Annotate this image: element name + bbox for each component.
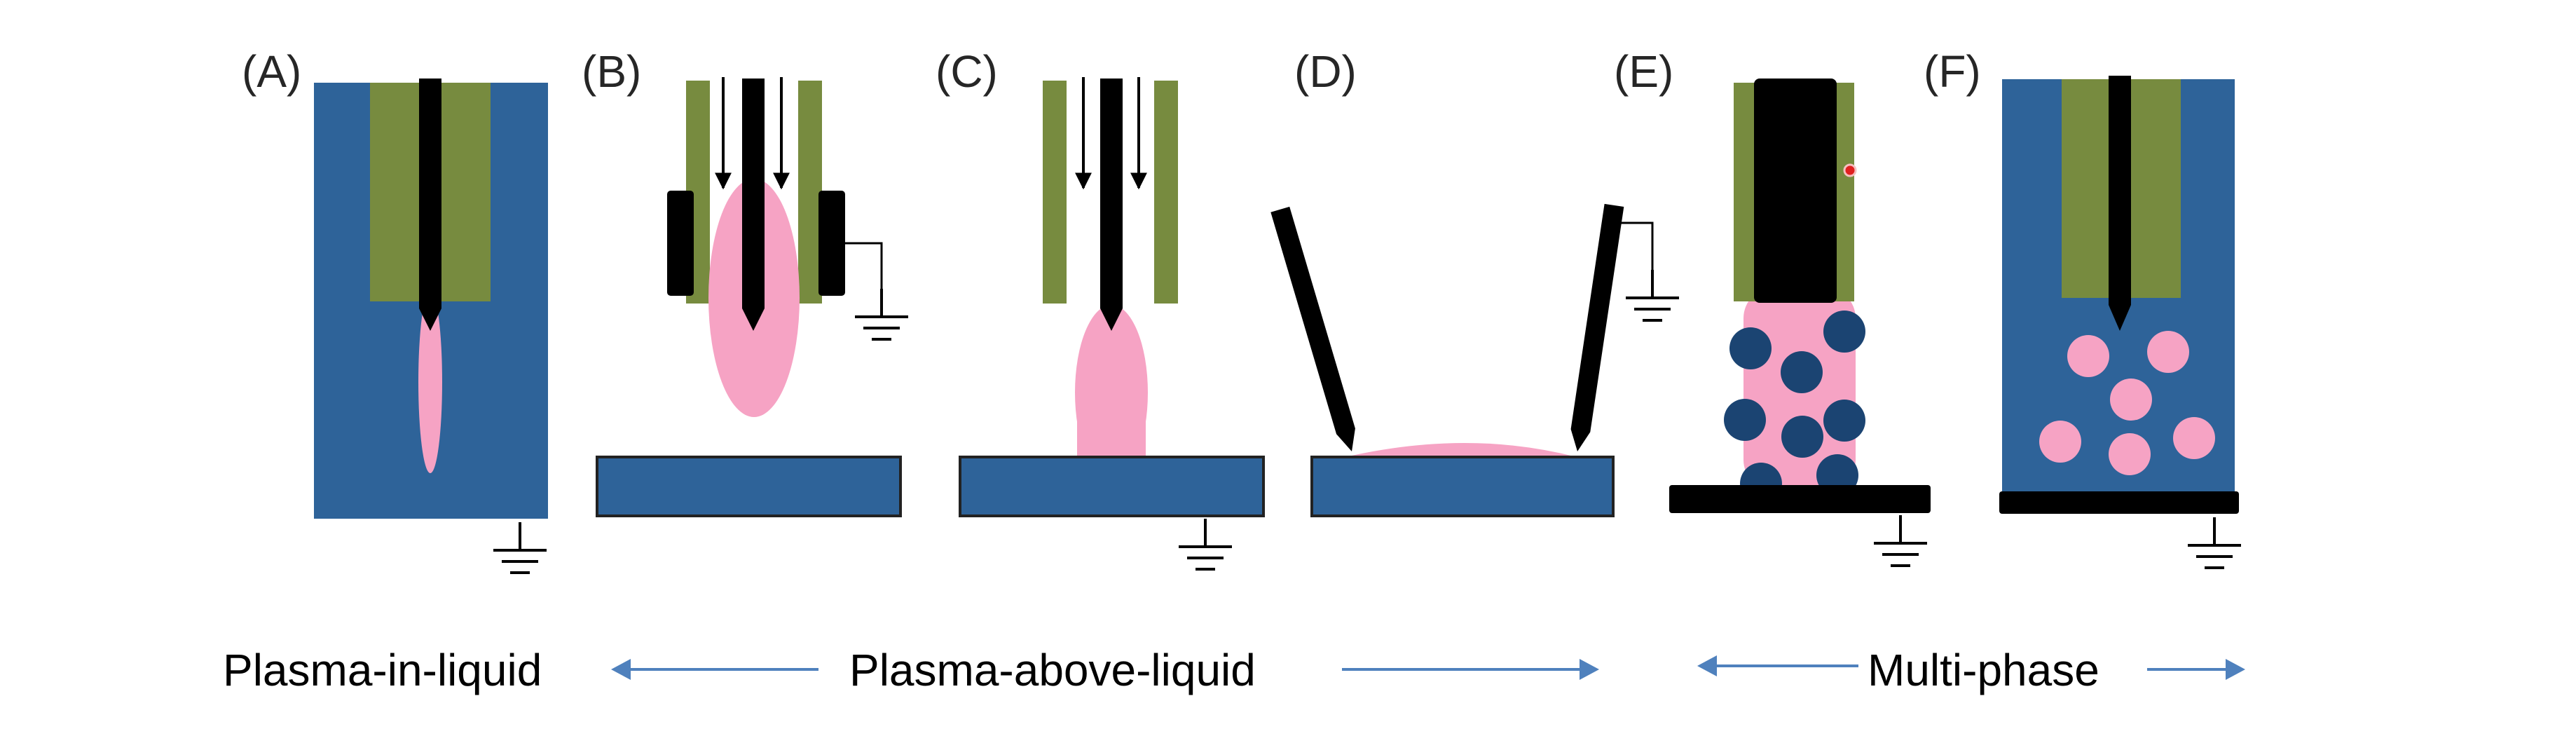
liquid-layer-c [959,456,1265,517]
panel-f: (F) [1924,46,2242,569]
panel-b: (B) [582,46,910,517]
arrow-left-head [1697,655,1717,676]
panel-d: (D) [1270,46,1680,517]
bubble-f [2110,379,2152,421]
ground-plate-e [1669,485,1931,513]
panel-a: (A) [242,46,548,574]
bubble-f [2173,417,2215,459]
plasma-filament-a [418,291,442,473]
ground-plate-f [1999,491,2239,514]
panel-label-d: (D) [1294,46,1357,97]
double-arrow-multi-phase: Multi-phase [1697,645,2245,695]
ground-symbol-icon [854,287,910,341]
dielectric-tube-left-c [1043,81,1067,304]
ground-wire-d [1620,221,1654,284]
category-label-plasma-above-liquid: Plasma-above-liquid [849,645,1256,695]
panel-label-b: (B) [582,46,641,97]
category-row: Plasma-in-liquid Plasma-above-liquid Mul… [223,645,2245,695]
ground-symbol-icon [1624,268,1680,322]
red-dot-marker [1843,163,1857,177]
bubble-f [2039,421,2081,463]
bubble-f [2147,331,2189,373]
panel-label-e: (E) [1614,46,1673,97]
ground-symbol-icon [2186,516,2242,569]
bubble-e [1781,351,1823,393]
needle-electrode-b [742,79,765,331]
panel-label-f: (F) [1924,46,1981,97]
ground-wire-b [845,242,883,315]
electrode-right-d [1570,203,1624,451]
dielectric-tube-right-b [798,81,822,304]
bubble-e [1781,416,1823,458]
plasma-plume-base-c [1077,393,1146,459]
bubble-e [1823,311,1865,353]
arrow-left-head [611,659,631,680]
arrow-right-head [2226,659,2245,680]
needle-electrode-a [419,79,441,331]
electrode-left-d [1270,206,1355,451]
ground-symbol-icon [492,521,548,574]
ground-symbol-icon [1872,514,1928,567]
panel-label-c: (C) [936,46,998,97]
ring-electrode-left-b [667,191,694,296]
electrode-e [1754,79,1837,303]
bubble-e [1729,327,1772,369]
category-label-plasma-in-liquid: Plasma-in-liquid [223,645,542,695]
bubble-f [2109,433,2151,475]
ground-symbol-icon [1177,517,1233,571]
needle-electrode-f [2109,76,2131,331]
ring-electrode-right-b [818,191,845,296]
needle-electrode-c [1100,79,1123,331]
panel-e: (E) [1614,46,1931,567]
arrow-right-head [1580,659,1599,680]
panel-label-a: (A) [242,46,301,97]
double-arrow-above-liquid: Plasma-above-liquid [611,645,1599,695]
liquid-layer-b [596,456,902,517]
bubble-e [1724,399,1766,441]
dielectric-tube-right-c [1154,81,1178,304]
bubble-f [2067,335,2109,377]
bubble-e [1823,400,1865,442]
panel-c: (C) [936,46,1265,571]
liquid-layer-d [1310,456,1615,517]
plasma-sheet-d [1345,443,1577,457]
category-label-multi-phase: Multi-phase [1868,645,2099,695]
